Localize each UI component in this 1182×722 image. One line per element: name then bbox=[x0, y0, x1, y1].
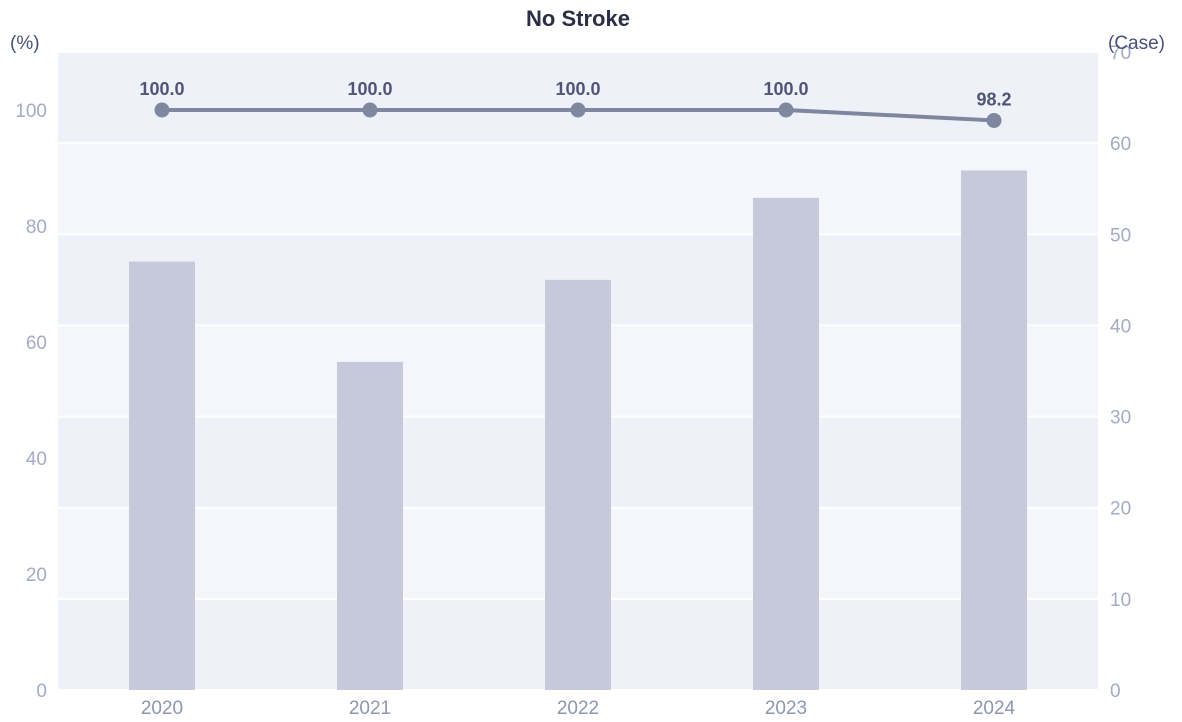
chart-title: No Stroke bbox=[526, 6, 630, 31]
bar-2020 bbox=[129, 261, 195, 690]
right-tick-label: 0 bbox=[1110, 681, 1121, 702]
right-axis-unit: (Case) bbox=[1108, 33, 1165, 54]
left-tick-label: 80 bbox=[26, 217, 47, 238]
data-labels: 100.0 100.0 100.0 100.0 98.2 bbox=[139, 79, 1011, 109]
line-point-2022 bbox=[570, 102, 586, 118]
line-point-2024 bbox=[986, 112, 1002, 128]
right-tick-label: 20 bbox=[1110, 499, 1131, 520]
x-tick-label: 2023 bbox=[765, 698, 807, 719]
right-tick-label: 30 bbox=[1110, 408, 1131, 429]
bar-2022 bbox=[545, 279, 611, 690]
right-tick-label: 70 bbox=[1110, 43, 1131, 64]
x-tick-label: 2022 bbox=[557, 698, 599, 719]
background-band bbox=[58, 52, 1098, 144]
x-axis-ticks: 2020 2021 2022 2023 2024 bbox=[141, 698, 1016, 719]
bar-2024 bbox=[961, 170, 1027, 690]
left-tick-label: 40 bbox=[26, 449, 47, 470]
line-point-2021 bbox=[362, 102, 378, 118]
x-tick-label: 2024 bbox=[973, 698, 1016, 719]
line-point-2020 bbox=[154, 102, 170, 118]
data-label-2022: 100.0 bbox=[555, 79, 600, 99]
left-axis-unit: (%) bbox=[10, 33, 40, 54]
data-label-2021: 100.0 bbox=[347, 79, 392, 99]
bar-series bbox=[129, 170, 1027, 691]
left-tick-label: 60 bbox=[26, 333, 47, 354]
right-tick-label: 60 bbox=[1110, 134, 1131, 155]
left-axis-ticks: 0 20 40 60 80 100 bbox=[15, 101, 47, 702]
bar-2023 bbox=[753, 197, 819, 691]
line-points bbox=[154, 102, 1002, 128]
x-tick-label: 2020 bbox=[141, 698, 183, 719]
right-tick-label: 40 bbox=[1110, 316, 1131, 337]
bar-2021 bbox=[337, 361, 403, 690]
background-band bbox=[58, 143, 1098, 235]
left-tick-label: 100 bbox=[15, 101, 47, 122]
right-tick-label: 50 bbox=[1110, 225, 1131, 246]
x-tick-label: 2021 bbox=[349, 698, 391, 719]
left-tick-label: 0 bbox=[36, 681, 47, 702]
line-point-2023 bbox=[778, 102, 794, 118]
left-tick-label: 20 bbox=[26, 565, 47, 586]
data-label-2020: 100.0 bbox=[139, 79, 184, 99]
data-label-2023: 100.0 bbox=[763, 79, 808, 99]
data-label-2024: 98.2 bbox=[976, 89, 1011, 109]
right-tick-label: 10 bbox=[1110, 590, 1131, 611]
right-axis-ticks: 0 10 20 30 40 50 60 70 bbox=[1110, 43, 1131, 702]
